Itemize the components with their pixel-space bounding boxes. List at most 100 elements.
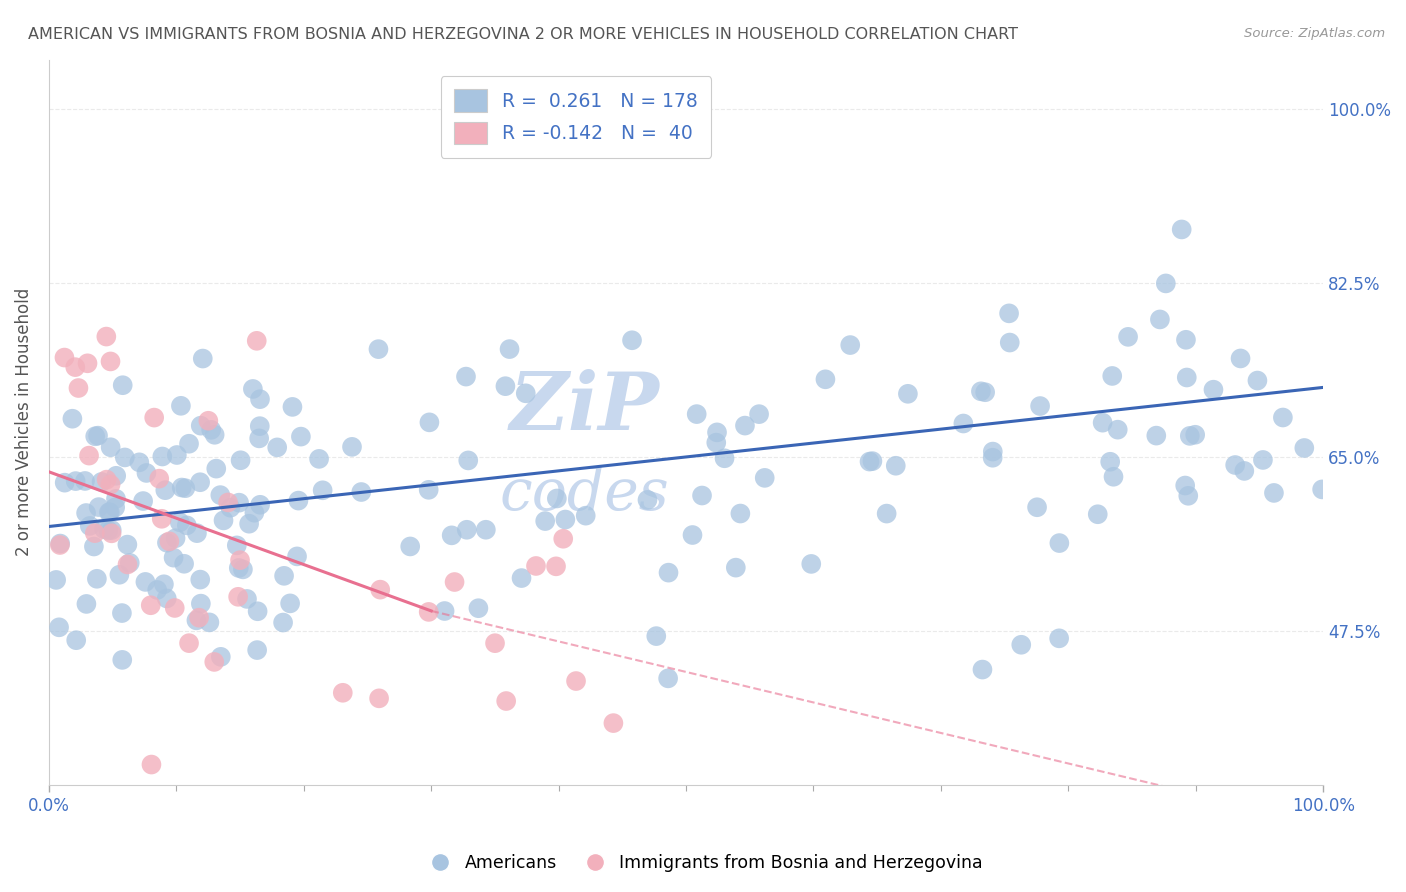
Point [105, 491, 128, 506]
Point [188, 573, 211, 587]
Point [111, 653, 134, 667]
Legend: R =  0.261   N = 178, R = -0.142   N =  40: R = 0.261 N = 178, R = -0.142 N = 40 [440, 76, 711, 158]
Point [53, 351, 76, 365]
Point [165, 531, 187, 545]
Point [249, 498, 271, 512]
Point [998, 306, 1021, 320]
Point [484, 636, 506, 650]
Point [49, 538, 72, 552]
Point [209, 488, 232, 502]
Point [418, 415, 440, 429]
Point [249, 392, 271, 406]
Point [139, 599, 162, 613]
Point [225, 538, 247, 552]
Point [1116, 330, 1139, 344]
Point [495, 694, 517, 708]
Point [1107, 423, 1129, 437]
Point [134, 574, 156, 589]
Point [177, 436, 200, 450]
Point [1010, 638, 1032, 652]
Point [554, 512, 576, 526]
Point [1202, 383, 1225, 397]
Point [45, 573, 67, 587]
Point [87, 428, 110, 442]
Point [73, 474, 96, 488]
Point [143, 410, 166, 425]
Point [65, 360, 87, 375]
Point [83, 526, 105, 541]
Point [200, 423, 222, 437]
Point [153, 577, 176, 591]
Point [188, 475, 211, 490]
Point [114, 450, 136, 465]
Point [546, 491, 568, 506]
Point [1102, 469, 1125, 483]
Point [1174, 478, 1197, 492]
Point [565, 673, 588, 688]
Point [212, 513, 235, 527]
Point [454, 369, 477, 384]
Point [169, 516, 191, 530]
Point [49, 536, 72, 550]
Point [311, 483, 333, 498]
Point [281, 400, 304, 414]
Point [98, 505, 121, 519]
Point [1091, 416, 1114, 430]
Point [524, 558, 547, 573]
Point [111, 378, 134, 392]
Point [800, 557, 823, 571]
Point [553, 532, 575, 546]
Point [163, 601, 186, 615]
Point [209, 649, 232, 664]
Point [981, 450, 1004, 465]
Point [60, 411, 83, 425]
Point [510, 571, 533, 585]
Point [1184, 427, 1206, 442]
Point [467, 601, 489, 615]
Point [100, 354, 122, 368]
Point [100, 526, 122, 541]
Point [79, 519, 101, 533]
Point [287, 493, 309, 508]
Point [952, 417, 974, 431]
Point [457, 453, 479, 467]
Point [205, 461, 228, 475]
Point [368, 691, 391, 706]
Point [100, 523, 122, 537]
Point [247, 431, 270, 445]
Point [399, 540, 422, 554]
Point [972, 663, 994, 677]
Point [686, 407, 709, 421]
Point [1144, 428, 1167, 442]
Point [1047, 632, 1070, 646]
Point [232, 562, 254, 576]
Point [93, 522, 115, 536]
Point [475, 523, 498, 537]
Point [48, 620, 70, 634]
Point [155, 483, 177, 498]
Point [1229, 351, 1251, 366]
Point [271, 615, 294, 630]
Point [1246, 374, 1268, 388]
Point [515, 386, 537, 401]
Point [1029, 399, 1052, 413]
Point [1263, 486, 1285, 500]
Point [350, 485, 373, 500]
Point [443, 574, 465, 589]
Point [368, 582, 391, 597]
Point [243, 506, 266, 520]
Point [278, 596, 301, 610]
Point [191, 351, 214, 366]
Point [1170, 222, 1192, 236]
Point [814, 372, 837, 386]
Point [86, 572, 108, 586]
Point [876, 507, 898, 521]
Point [84, 429, 107, 443]
Point [217, 495, 239, 509]
Text: AMERICAN VS IMMIGRANTS FROM BOSNIA AND HERZEGOVINA 2 OR MORE VEHICLES IN HOUSEHO: AMERICAN VS IMMIGRANTS FROM BOSNIA AND H… [28, 27, 1018, 42]
Point [190, 597, 212, 611]
Text: codes: codes [499, 467, 669, 523]
Point [884, 458, 907, 473]
Point [690, 489, 713, 503]
Point [754, 471, 776, 485]
